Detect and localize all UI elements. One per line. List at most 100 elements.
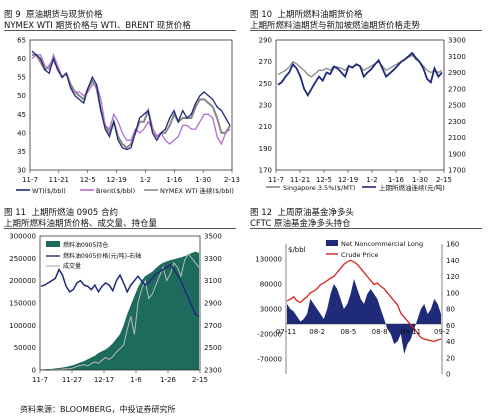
legend-label: 成交量 xyxy=(63,262,81,270)
x-tick-label: 1-30 xyxy=(195,176,211,184)
x-tick-label: 12-19 xyxy=(338,176,358,184)
y-tick-label: 120 xyxy=(446,273,459,281)
y-tick-label: 2300 xyxy=(448,118,466,126)
y-tick-label: 1900 xyxy=(448,150,466,158)
chart-title: 图 10 上期所燃料油期货价格 xyxy=(250,10,363,20)
series-line-crude xyxy=(286,259,442,343)
x-tick-label: 12-5 xyxy=(316,176,332,184)
y-tick-label: 250 xyxy=(259,80,272,88)
legend-label: Brent($/bbl) xyxy=(96,187,135,195)
x-tick-label: 07-11 xyxy=(276,328,296,336)
series-line-nymex xyxy=(32,53,231,150)
y-tick-label: 3100 xyxy=(448,53,466,61)
y-tick-label: 170 xyxy=(259,167,272,175)
series-area-net-long xyxy=(287,279,441,354)
title-rule xyxy=(4,30,236,31)
x-tick-label: 1-6 xyxy=(130,376,142,384)
chart-subtitle: CFTC 原油基金净多头持仓 xyxy=(250,219,351,229)
x-tick-label: 1-26 xyxy=(160,376,176,384)
y-tick-label: 100 xyxy=(446,289,459,297)
y-tick-label: 40 xyxy=(446,338,455,346)
y-tick-label: 30000 xyxy=(260,306,282,314)
title-rule xyxy=(4,228,236,229)
y-tick-label: 0 xyxy=(32,367,36,375)
y-tick-label: 200000 xyxy=(9,277,36,285)
x-tick-label: 12-17 xyxy=(94,376,114,384)
y-tick-label: 35 xyxy=(17,148,26,156)
y-tick-label: 45 xyxy=(17,111,26,119)
plot-frame xyxy=(29,39,233,171)
series-line-volume xyxy=(41,253,200,371)
legend-label: Crude Price xyxy=(341,251,378,259)
legend-swatch xyxy=(46,241,60,247)
x-tick-label: 1-16 xyxy=(166,176,182,184)
y-tick-label: 210 xyxy=(259,123,272,131)
y-tick-label: 2900 xyxy=(448,69,466,77)
y-tick-label: 100000 xyxy=(9,322,36,330)
y-tick-label: -20000 xyxy=(257,331,282,339)
y-tick-label: 60 xyxy=(446,322,455,330)
chart-panel-fig10: 图 10 上期所燃料油期货价格 上期所燃料油期货与新加坡燃油期货价格走势 170… xyxy=(250,8,482,198)
y-tick-label: 0 xyxy=(446,371,450,379)
chart-fig12: -70000 -20000 30000 80000 130000 0 20 40 60 80 100… xyxy=(255,240,459,379)
y-tick-label: 150000 xyxy=(9,300,36,308)
x-tick-label: 1-2 xyxy=(366,176,377,184)
x-tick-label: 08-2 xyxy=(309,328,325,336)
x-tick-label: 11-7 xyxy=(32,376,48,384)
y-tick-label: 130000 xyxy=(255,256,282,264)
y-tick-label: 80 xyxy=(446,306,455,314)
title-rule xyxy=(250,30,482,31)
y-tick-label: 2100 xyxy=(448,134,466,142)
title-rule xyxy=(250,228,482,229)
chart-title: 图 11 上期所燃油 0905 合约 xyxy=(4,208,118,218)
y-tick-label: 50000 xyxy=(14,344,36,352)
y-tick-label: 2300 xyxy=(204,367,222,375)
y-tick-label: 250000 xyxy=(9,255,36,263)
x-tick-label: 1-16 xyxy=(388,176,404,184)
x-tick-label: 11-7 xyxy=(22,176,38,184)
y-tick-label: 3300 xyxy=(204,255,222,263)
y-tick-label: 50 xyxy=(17,92,26,100)
y-tick-label: 140 xyxy=(446,257,459,265)
chart-panel-fig9: 图 9 原油期货与现货价格 NYMEX WTI 期货价格与 WTI、BRENT … xyxy=(4,8,240,198)
x-tick-label: 11-7 xyxy=(268,176,284,184)
y-tick-label: 190 xyxy=(259,145,272,153)
series-line-price xyxy=(40,264,200,318)
x-tick-label: 11-21 xyxy=(290,176,310,184)
x-tick-label: 12-19 xyxy=(106,176,126,184)
x-tick-label: 2-15 xyxy=(436,176,452,184)
plot-frame xyxy=(39,235,201,371)
chart-panel-fig12: 图 12 上周原油基金净多头 CFTC 原油基金净多头持仓 -70000 -200… xyxy=(250,206,482,396)
y-tick-label: 3100 xyxy=(204,277,222,285)
y-tick-label: 60 xyxy=(17,55,26,63)
series-area-oi xyxy=(41,251,199,370)
y-tick-label: 30 xyxy=(17,167,26,175)
y-tick-label: 300000 xyxy=(9,233,36,241)
legend-label: 上期所燃油连续(元/吨) xyxy=(379,183,445,192)
y-tick-label: 2700 xyxy=(204,322,222,330)
series-line-wti xyxy=(31,50,231,151)
y-tick-label: 3500 xyxy=(204,233,222,241)
x-tick-label: 11-27 xyxy=(62,376,82,384)
y-tick-label: 80000 xyxy=(260,281,282,289)
legend-label: 燃料油0905价格(元/吨)-右轴 xyxy=(63,252,141,260)
chart-panel-fig11: 图 11 上期所燃油 0905 合约 上期所燃料油期货价格、成交量、持仓量 0 5… xyxy=(4,206,236,396)
source-note: 资料来源：BLOOMBERG，中投证券研究所 xyxy=(20,405,176,414)
x-tick-label: 12-5 xyxy=(80,176,96,184)
legend-label: NYMEX WTI 连续($/bbl) xyxy=(160,186,234,195)
chart-subtitle: 上期所燃料油期货价格、成交量、持仓量 xyxy=(4,219,158,229)
y-axis-unit: $/bbl xyxy=(288,246,306,254)
y-tick-label: 20 xyxy=(446,354,455,362)
x-tick-label: 2-13 xyxy=(224,176,240,184)
y-tick-label: 1700 xyxy=(448,167,466,175)
x-tick-label: 08-5 xyxy=(340,328,356,336)
chart-fig11: 0 50000 100000 150000 200000 250000 300000 2300… xyxy=(9,233,222,385)
y-tick-label: 2900 xyxy=(204,300,222,308)
y-tick-label: 160 xyxy=(446,241,459,249)
chart-title: 图 9 原油期货与现货价格 xyxy=(4,10,103,20)
chart-subtitle: 上期所燃料油期货与新加坡燃油期货价格走势 xyxy=(250,21,421,31)
y-tick-label: 2500 xyxy=(448,102,466,110)
chart-subtitle: NYMEX WTI 期货价格与 WTI、BRENT 现货价格 xyxy=(4,21,191,31)
x-tick-label: 11-21 xyxy=(49,176,69,184)
plot-frame xyxy=(275,39,445,171)
